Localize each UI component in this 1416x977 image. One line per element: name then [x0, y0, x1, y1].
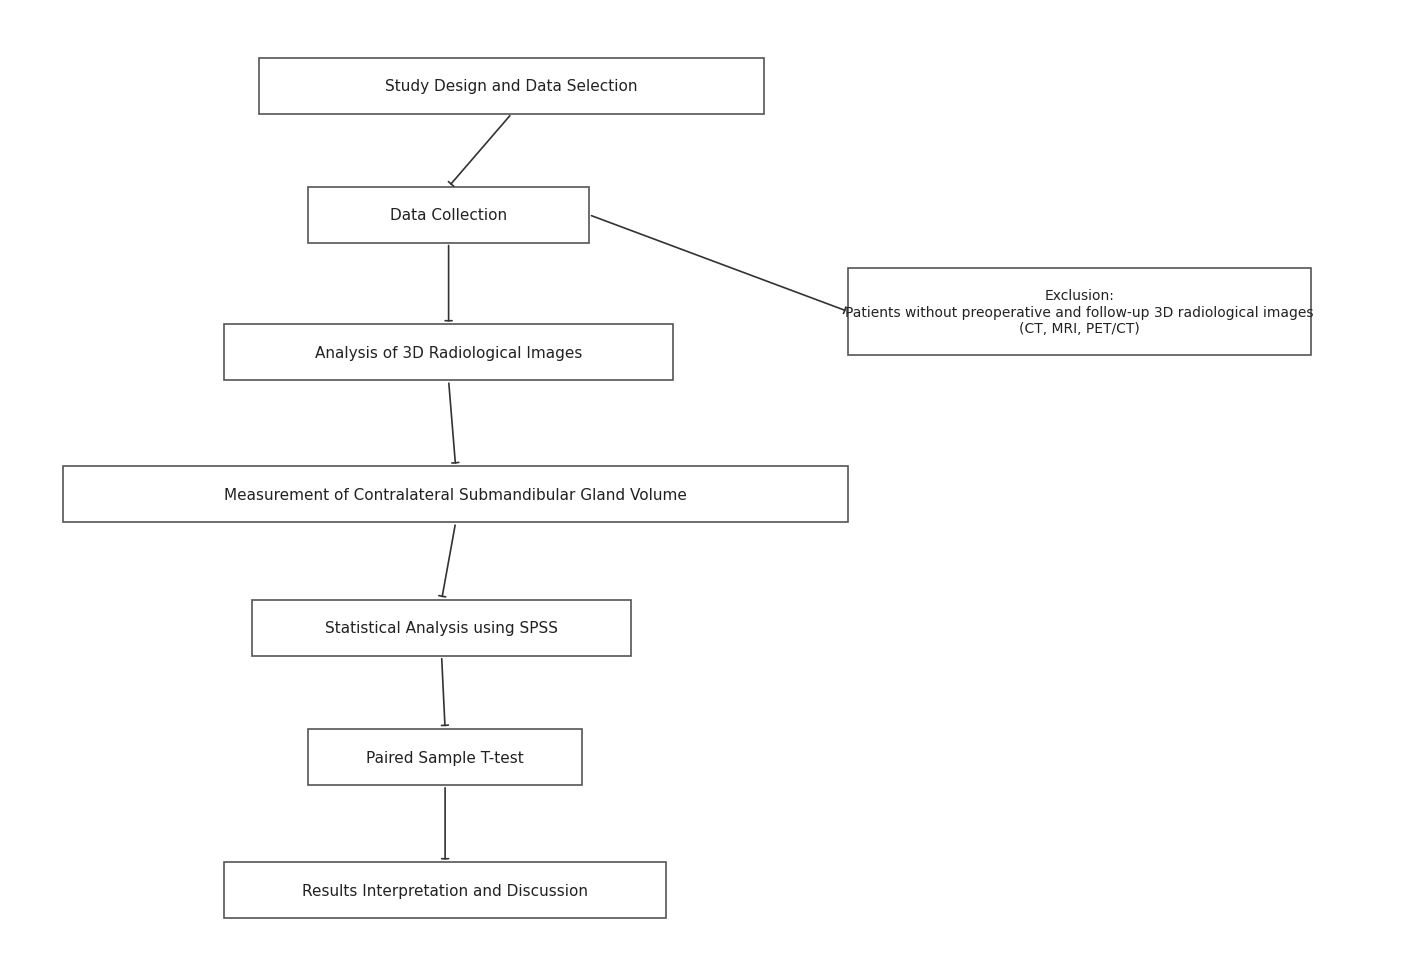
- Text: Exclusion:
Patients without preoperative and follow-up 3D radiological images
(C: Exclusion: Patients without preoperative…: [845, 289, 1314, 335]
- FancyBboxPatch shape: [259, 59, 765, 114]
- FancyBboxPatch shape: [309, 729, 582, 786]
- FancyBboxPatch shape: [224, 863, 666, 918]
- FancyBboxPatch shape: [848, 270, 1311, 356]
- FancyBboxPatch shape: [309, 188, 589, 243]
- Text: Paired Sample T-test: Paired Sample T-test: [367, 749, 524, 765]
- Text: Data Collection: Data Collection: [389, 208, 507, 223]
- Text: Measurement of Contralateral Submandibular Gland Volume: Measurement of Contralateral Submandibul…: [224, 488, 687, 502]
- FancyBboxPatch shape: [252, 600, 632, 657]
- Text: Results Interpretation and Discussion: Results Interpretation and Discussion: [302, 883, 588, 898]
- Text: Analysis of 3D Radiological Images: Analysis of 3D Radiological Images: [314, 346, 582, 361]
- FancyBboxPatch shape: [224, 325, 673, 381]
- Text: Study Design and Data Selection: Study Design and Data Selection: [385, 79, 639, 94]
- Text: Statistical Analysis using SPSS: Statistical Analysis using SPSS: [326, 620, 558, 636]
- FancyBboxPatch shape: [64, 467, 848, 523]
